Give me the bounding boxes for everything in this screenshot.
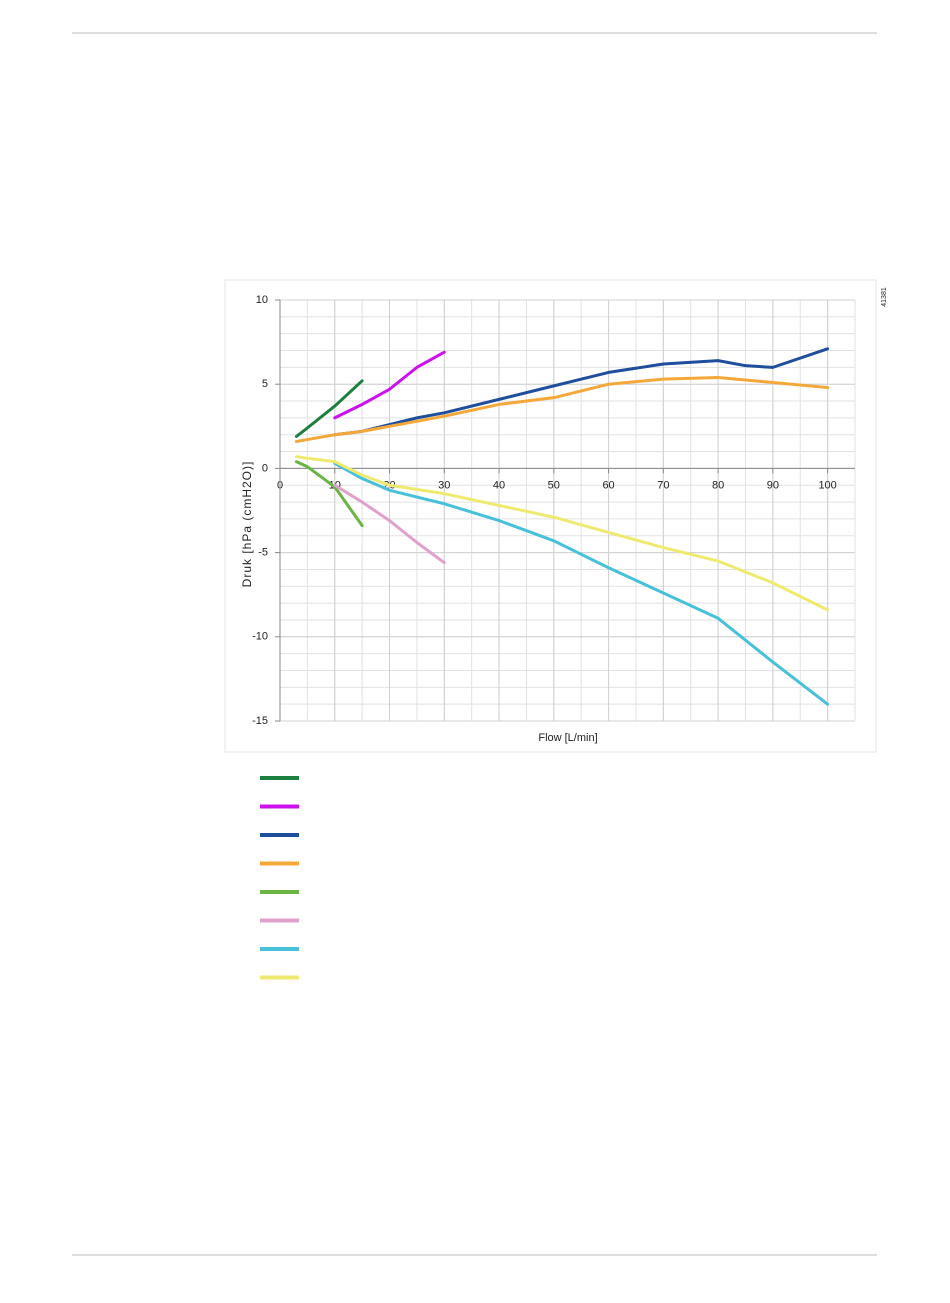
legend <box>260 776 299 980</box>
x-tick-label: 60 <box>602 479 614 491</box>
series-line <box>333 350 446 420</box>
x-tick-label: 30 <box>438 479 450 491</box>
figure-id: 41381 <box>881 287 888 307</box>
y-tick-label: -15 <box>252 715 268 727</box>
x-tick-label: 40 <box>493 479 505 491</box>
y-tick-label: 5 <box>262 378 268 390</box>
series-line <box>294 455 830 612</box>
y-tick-label: 10 <box>256 294 268 306</box>
series-line <box>294 460 364 528</box>
x-tick-label: 80 <box>712 479 724 491</box>
x-tick-label: 50 <box>548 479 560 491</box>
series-line <box>294 375 830 443</box>
x-tick-label: 100 <box>818 479 836 491</box>
series-line <box>294 379 364 438</box>
plot <box>294 347 830 706</box>
x-axis-title: Flow [L/min] <box>538 732 597 744</box>
y-tick-label: 0 <box>262 462 268 474</box>
series-line <box>333 483 446 565</box>
grid: -15-10-505100102030405060708090100 <box>252 294 856 727</box>
x-tick-label: 70 <box>657 479 669 491</box>
series-line <box>333 347 830 437</box>
y-tick-label: -5 <box>258 547 268 559</box>
series-line <box>333 461 830 706</box>
x-tick-label: 90 <box>767 479 779 491</box>
y-tick-label: -10 <box>252 631 268 643</box>
y-axis-title: Druk [hPa (cmH2O)] <box>240 461 254 588</box>
